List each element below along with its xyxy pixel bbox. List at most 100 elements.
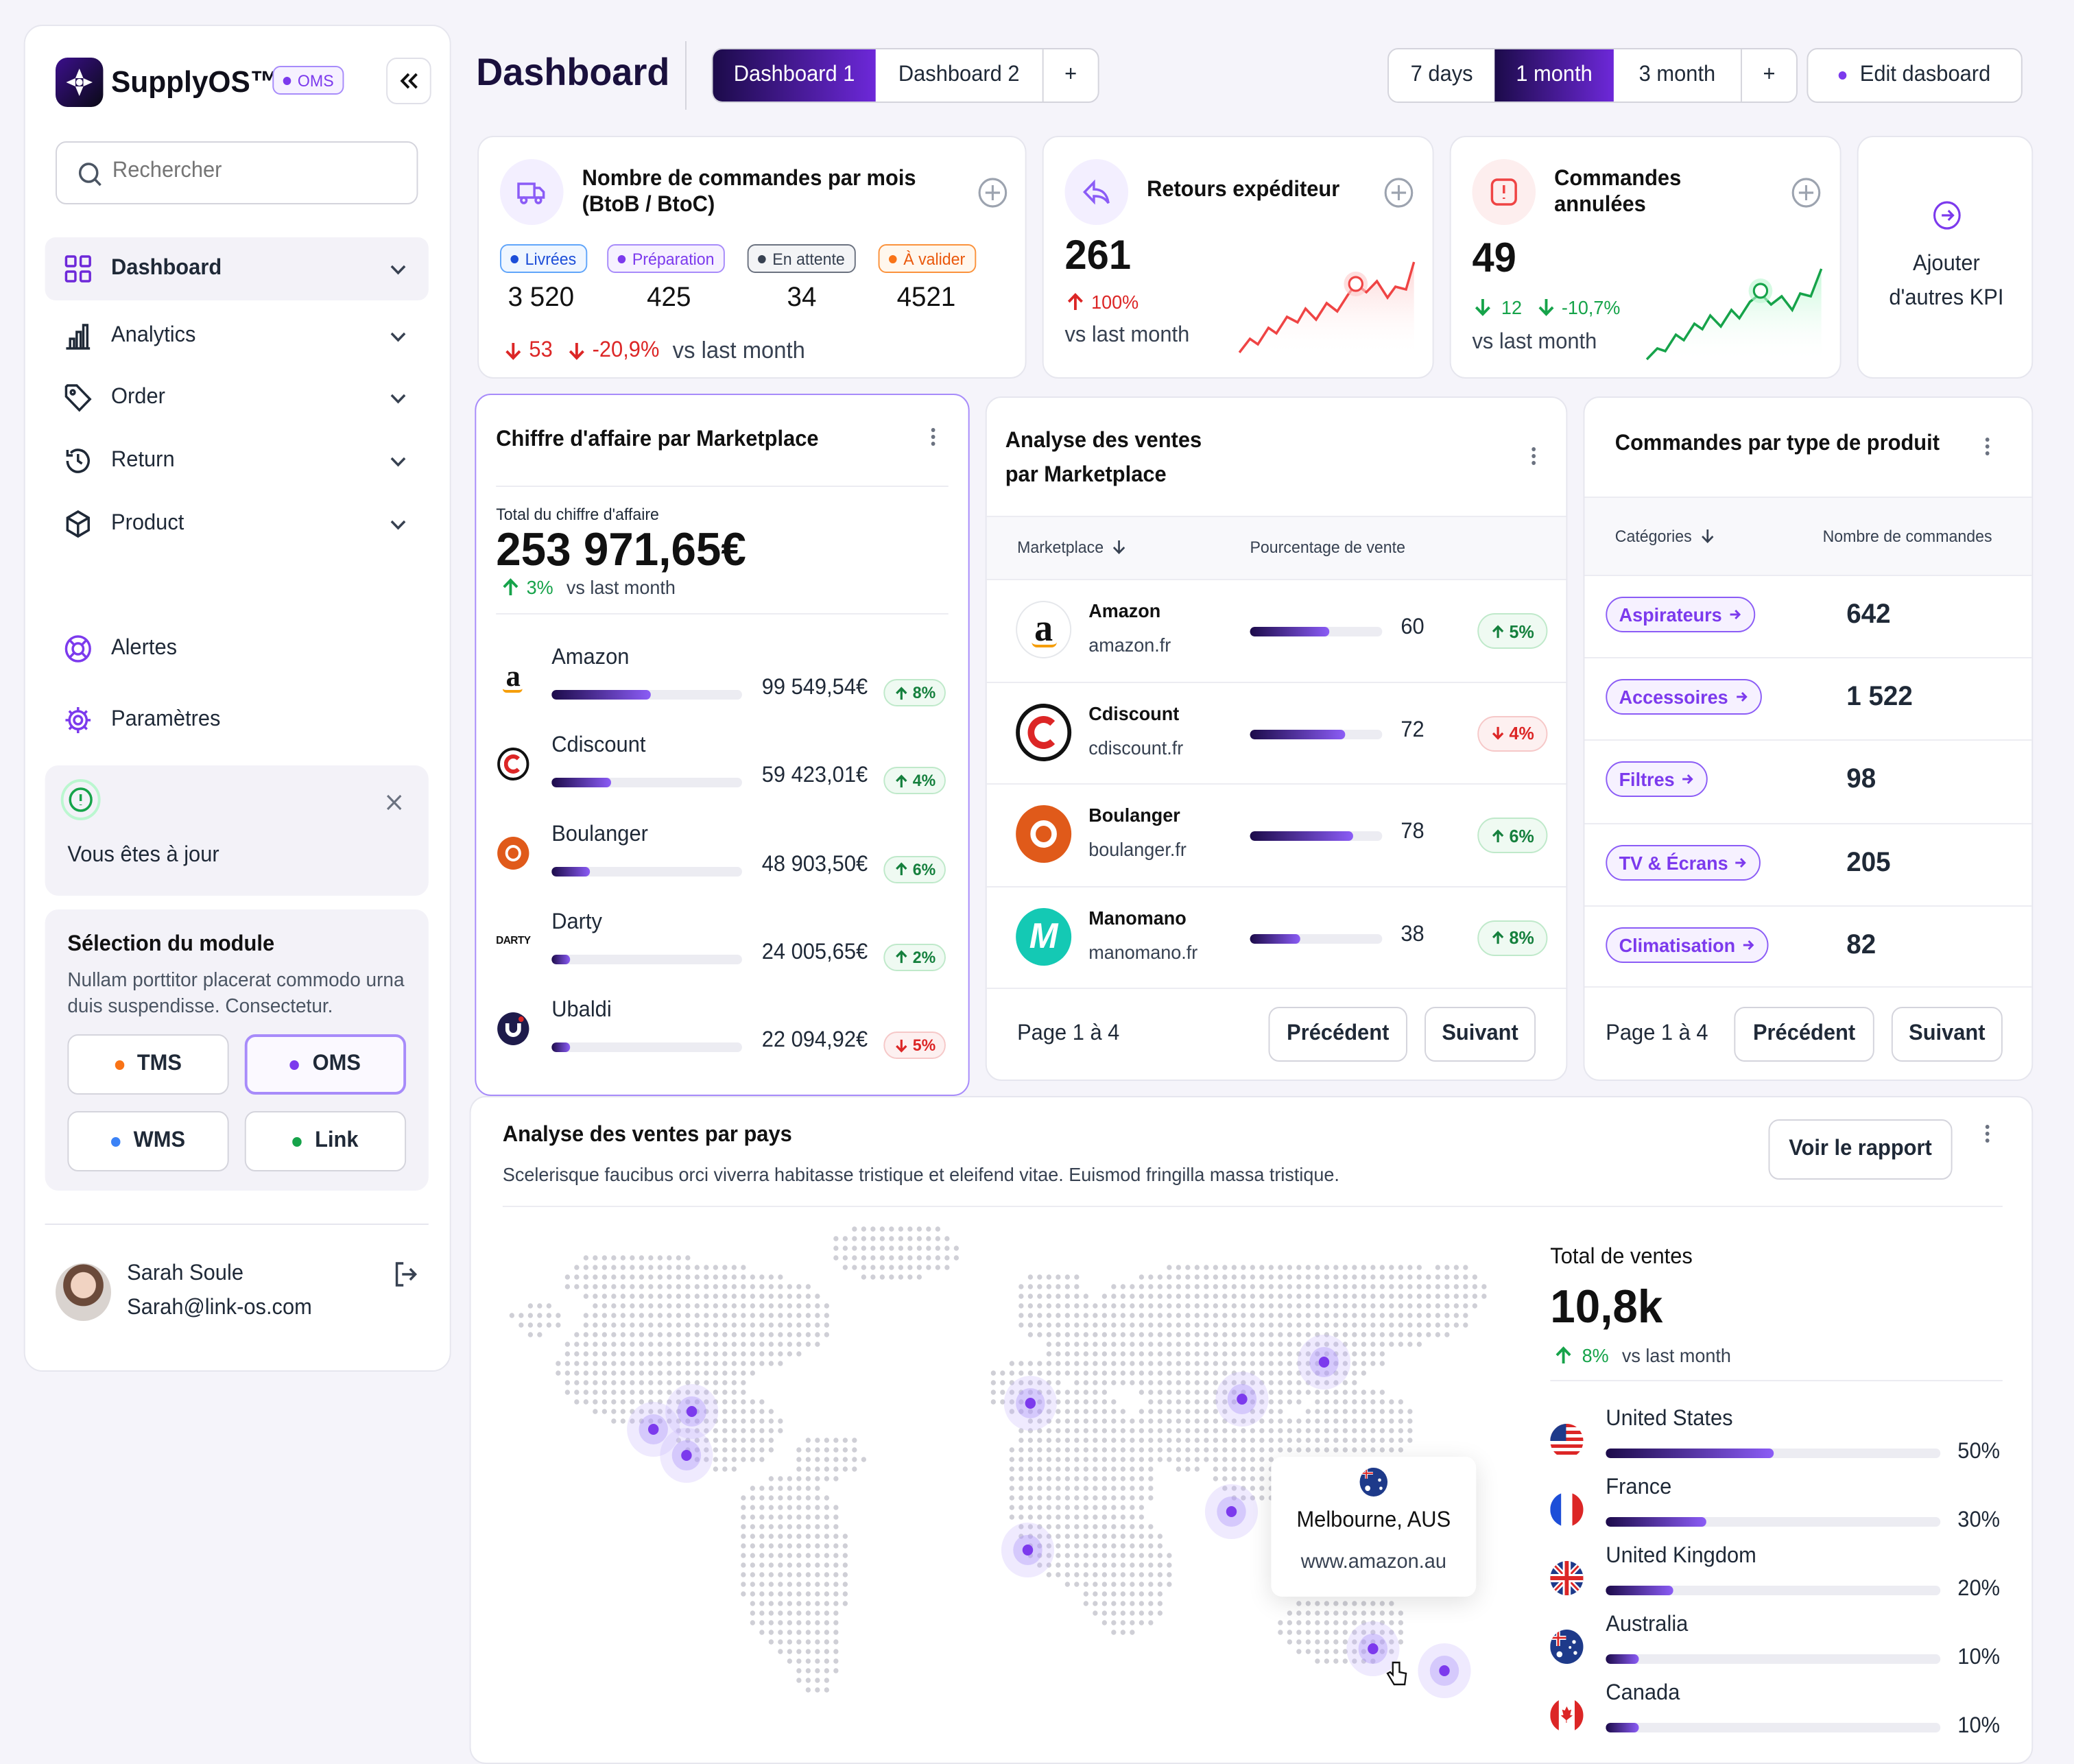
country-name: Canada [1606,1682,1680,1705]
col-categories[interactable]: Catégories [1615,527,1716,546]
col-marketplace[interactable]: Marketplace [1017,538,1128,557]
header-divider [684,41,687,110]
chevron-down-icon [390,332,406,342]
arrow-up-icon [1556,1346,1571,1363]
kpi-returns-card: Retours expéditeur 261 100% vs last mont… [1042,136,1434,379]
previous-button[interactable]: Précédent [1268,1007,1407,1062]
status-value-valider: 4521 [896,283,956,313]
double-chevron-left-icon [400,73,418,89]
category-pill[interactable]: Accessoires [1606,679,1761,715]
sidebar-item-label: Alertes [110,636,178,660]
country-bar [1606,1517,1941,1527]
module-oms-button[interactable]: OMS [244,1034,407,1095]
delta-pct: 3% [526,576,553,598]
search-field[interactable] [55,141,418,204]
sidebar-item-analytics[interactable]: Analytics [45,305,429,368]
country-pct: 20% [1957,1577,2001,1601]
sidebar-item-label: Product [110,512,184,535]
kpi-cancel-value: 49 [1472,236,1516,281]
view-report-button[interactable]: Voir le rapport [1768,1119,1953,1180]
logout-icon[interactable] [392,1259,420,1289]
period-1-month[interactable]: 1 month [1494,49,1614,102]
sales-mp-title: Analyse des ventes par Marketplace [1005,429,1202,487]
more-menu-icon[interactable] [1985,1122,1991,1145]
col-percentage: Pourcentage de vente [1250,538,1405,557]
revenue-bar [551,690,742,700]
collapse-sidebar-button[interactable] [386,58,431,104]
add-circle-icon[interactable] [977,177,1008,208]
boulanger-logo-icon [1016,805,1072,863]
sidebar-item-alertes[interactable]: Alertes [45,617,429,680]
arrow-up-icon [1067,293,1083,310]
arrow-down-icon [505,343,521,360]
category-pill[interactable]: Climatisation [1606,927,1769,963]
next-button[interactable]: Suivant [1425,1007,1536,1062]
order-count: 98 [1846,764,1876,795]
avatar[interactable] [55,1263,111,1321]
oms-dot [289,1060,300,1069]
add-period-button[interactable]: + [1763,63,1776,86]
module-wms-button[interactable]: WMS [67,1111,229,1171]
map-tooltip: Melbourne, AUS www.amazon.au [1271,1457,1477,1597]
kpi-orders-title: Nombre de commandes par mois (BtoB / Bto… [582,167,916,217]
category-pill[interactable]: TV & Écrans [1606,844,1761,881]
total-sales-value: 10,8k [1550,1281,1663,1333]
chevron-down-icon [390,265,406,275]
united-kingdom-flag-icon [1550,1561,1584,1602]
tab-dashboard-2[interactable]: Dashboard 2 [876,49,1044,102]
sidebar-item-label: Analytics [110,324,196,347]
kpi-cancel-delta: 12 -10,7% [1472,296,1620,318]
brand-logo-icon [55,58,104,107]
module-link-button[interactable]: Link [244,1111,407,1171]
sidebar-item-return[interactable]: Return [45,429,429,492]
period-7-days[interactable]: 7 days [1410,63,1473,86]
tab-dashboard-1[interactable]: Dashboard 1 [713,49,876,102]
link-dot [292,1136,302,1146]
marketplace-name: Amazon [1088,599,1161,621]
edit-dashboard-button[interactable]: Edit dasboard [1807,48,2023,103]
add-circle-icon[interactable] [1383,177,1414,208]
category-pill[interactable]: Aspirateurs [1606,597,1755,632]
category-pill[interactable]: Filtres [1606,761,1708,798]
user-email: Sarah@link-os.com [127,1296,312,1320]
previous-button[interactable]: Précédent [1734,1007,1874,1062]
returns-sparkline [1238,261,1416,357]
next-button[interactable]: Suivant [1891,1007,2003,1062]
return-arrow-icon [1064,159,1129,225]
add-kpi-card[interactable]: Ajouter d'autres KPI [1857,136,2034,379]
add-circle-icon[interactable] [1791,177,1821,208]
close-icon[interactable] [385,793,403,812]
tooltip-city: Melbourne, AUS [1296,1509,1451,1532]
country-pct: 50% [1957,1440,2001,1464]
sidebar-item-parametres[interactable]: Paramètres [45,689,429,752]
australia-flag-icon [1550,1630,1584,1671]
revenue-bar [551,866,742,877]
vs-label: vs last month [1621,1344,1731,1366]
sidebar-item-product[interactable]: Product [45,492,429,556]
delta-pct: 100% [1091,291,1139,313]
sidebar-item-order[interactable]: Order [45,366,429,429]
delta-abs: 12 [1501,296,1522,318]
arrow-down-icon [569,343,584,360]
delta-chip: 6% [883,855,946,883]
arrow-down-icon [1538,299,1553,316]
delta-abs: 53 [529,339,553,362]
sidebar-item-dashboard[interactable]: Dashboard [45,237,429,300]
more-menu-icon[interactable] [931,425,937,449]
module-tms-button[interactable]: TMS [67,1034,229,1095]
country-name: United States [1606,1407,1733,1431]
period-3-month[interactable]: 3 month [1614,49,1742,102]
orders-type-title: Commandes par type de produit [1614,432,1940,455]
boulanger-logo-icon [497,836,529,870]
more-menu-icon[interactable] [1531,444,1537,468]
bar-chart-icon [66,324,91,350]
search-input[interactable] [112,159,404,184]
countries-desc: Scelerisque faucibus orci viverra habita… [502,1163,1339,1185]
more-menu-icon[interactable] [1985,435,1991,458]
status-badge-preparation: Préparation [607,244,725,273]
badge-dot [283,76,291,84]
delta-chip: 4% [883,767,946,795]
sales-bar [1250,933,1383,943]
revenue-total: 253 971,65€ [496,524,746,576]
add-tab-button[interactable]: + [1064,63,1077,86]
